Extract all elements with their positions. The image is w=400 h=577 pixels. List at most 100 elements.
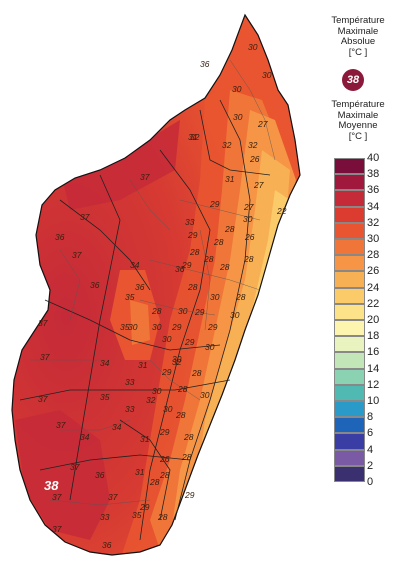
map-temperature-label: 36 <box>102 540 112 550</box>
map-temperature-label: 36 <box>175 264 185 274</box>
scale-tick-label: 12 <box>367 378 380 391</box>
scale-tick-label: 40 <box>367 152 380 164</box>
scale-tick-label: 18 <box>367 330 380 343</box>
scale-tick-label: 24 <box>367 281 380 294</box>
scale-tick-label: 10 <box>367 395 380 407</box>
map-temperature-label: 28 <box>175 410 186 420</box>
absolute-max-title: Température Maximale Absolue [°C ] <box>318 15 398 58</box>
scale-tick-label: 22 <box>367 297 380 310</box>
scale-tick-label: 34 <box>367 200 380 213</box>
map-temperature-label: 28 <box>187 282 198 292</box>
map-temperature-label: 30 <box>200 390 210 400</box>
legend-text: Moyenne <box>338 120 378 131</box>
legend-text: Absolue <box>340 36 376 47</box>
map-temperature-label: 29 <box>159 427 170 437</box>
map-temperature-label: 28 <box>213 237 224 247</box>
map-temperature-label: 29 <box>184 490 195 500</box>
map-temperature-label: 31 <box>135 467 145 477</box>
map-temperature-label: 37 <box>40 352 50 362</box>
map-temperature-label: 28 <box>159 470 170 480</box>
map-temperature-label: 28 <box>191 368 202 378</box>
map-temperature-label: 29 <box>181 260 192 270</box>
scale-tick-label: 26 <box>367 265 380 278</box>
map-temperature-label: 37 <box>140 172 150 182</box>
scale-tick-label: 8 <box>367 411 374 424</box>
scale-swatch <box>334 417 365 434</box>
map-temperature-label: 30 <box>210 292 220 302</box>
map-temperature-label: 27 <box>243 202 254 212</box>
map-temperature-label: 36 <box>135 282 145 292</box>
map-temperature-label: 37 <box>108 492 118 502</box>
scale-tick-label: 2 <box>367 459 374 472</box>
map-temperature-label: 27 <box>257 119 268 129</box>
scale-swatch <box>334 336 365 353</box>
mean-max-title: Température Maximale Moyenne [°C ] <box>318 99 398 142</box>
scale-swatch <box>334 320 365 337</box>
map-temperature-label: 33 <box>185 217 195 227</box>
scale-swatch <box>334 287 365 304</box>
map-temperature-label: 22 <box>276 206 287 216</box>
legend-text: Maximale <box>337 109 379 121</box>
map-temperature-label: 30 <box>162 334 172 344</box>
map-temperature-label: 28 <box>235 292 246 302</box>
map-temperature-label: 32 <box>248 140 258 150</box>
scale-tick-label: 16 <box>367 346 380 359</box>
scale-tick-label: 38 <box>367 168 380 181</box>
map-temperature-label: 30 <box>152 322 162 332</box>
scale-tick-label: 20 <box>367 314 380 326</box>
map-temperature-label: 28 <box>157 512 168 522</box>
map-temperature-label: 30 <box>172 354 182 364</box>
scale-swatch <box>334 190 365 207</box>
map-temperature-label: 35 <box>132 510 142 520</box>
map-temperature-label: 32 <box>222 140 232 150</box>
map-temperature-label: 29 <box>184 337 195 347</box>
map-temperature-label: 28 <box>219 262 230 272</box>
map-temperature-label: 30 <box>205 342 215 352</box>
map-temperature-label: 36 <box>55 232 65 242</box>
map-temperature-label: 37 <box>72 250 82 260</box>
map-temperature-label: 29 <box>171 322 182 332</box>
scale-tick-label: 28 <box>367 249 380 262</box>
map-temperature-label: 29 <box>194 307 205 317</box>
map-temperature-label: 34 <box>130 260 140 270</box>
scale-swatch <box>334 401 365 418</box>
map-temperature-label: 32 <box>146 395 156 405</box>
map-temperature-label: 37 <box>80 212 90 222</box>
absolute-max-badge: 38 <box>342 69 364 91</box>
scale-swatch <box>334 449 365 466</box>
scale-swatch <box>334 222 365 239</box>
map-temperature-label: 35 <box>125 292 135 302</box>
legend-text: Température <box>331 99 385 110</box>
map-temperature-label: 33 <box>125 404 135 414</box>
map-temperature-label: 30 <box>230 310 240 320</box>
map-temperature-label: 33 <box>125 377 135 387</box>
scale-tick-label: 32 <box>367 216 380 229</box>
map-temperature-label: 35 <box>120 322 130 332</box>
map-temperature-label: 30 <box>262 70 272 80</box>
map-temperature-label: 28 <box>224 224 235 234</box>
map-temperature-label: 31 <box>225 174 235 184</box>
map-temperature-label: 30 <box>243 214 253 224</box>
legend-text: [°C ] <box>348 130 368 142</box>
scale-swatch <box>334 352 365 369</box>
scale-swatch <box>334 271 365 288</box>
scale-swatch <box>334 158 365 175</box>
map-temperature-label: 28 <box>151 306 162 316</box>
map-temperature-label: 36 <box>200 59 210 69</box>
scale-tick-label: 4 <box>367 443 374 456</box>
map-temperature-label: 31 <box>188 132 198 142</box>
map-temperature-label: 30 <box>233 112 243 122</box>
map-temperature-label: 36 <box>95 470 105 480</box>
map-temperature-label: 29 <box>139 502 150 512</box>
scale-swatch <box>334 368 365 385</box>
map-temperature-label: 28 <box>149 477 160 487</box>
scale-swatch <box>334 384 365 401</box>
scale-swatch <box>334 465 365 482</box>
legend-text: Maximale <box>337 25 379 37</box>
map-temperature-label: 34 <box>112 422 122 432</box>
map-temperature-label: 29 <box>187 230 198 240</box>
scale-tick-label: 0 <box>367 476 374 488</box>
map-temperature-label: 28 <box>183 432 194 442</box>
map-temperature-label: 34 <box>100 358 110 368</box>
